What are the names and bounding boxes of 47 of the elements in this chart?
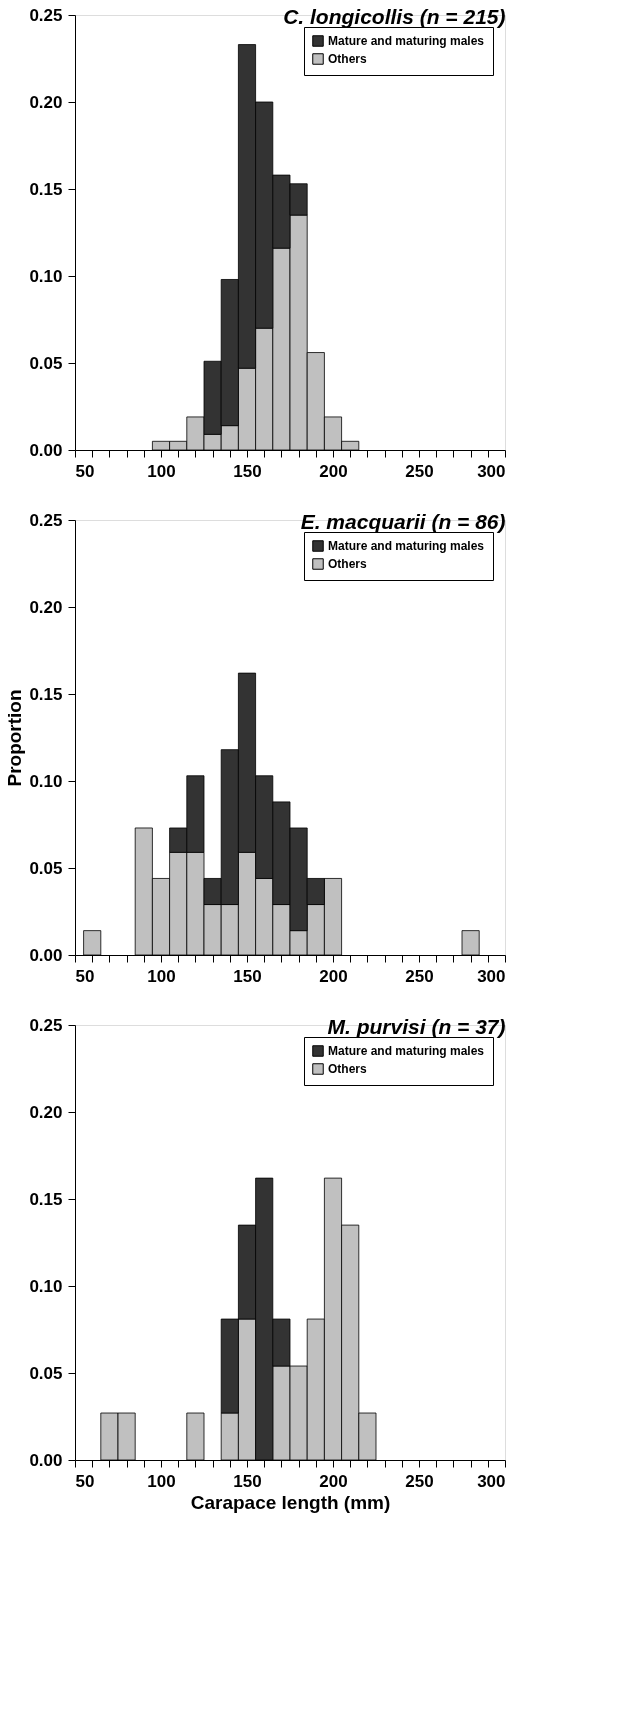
x-tick-label: 200 (319, 966, 348, 986)
y-tick-label: 0.20 (29, 92, 63, 112)
x-tick-label: 250 (405, 461, 434, 481)
y-tick-label: 0.20 (29, 1102, 63, 1122)
legend-label: Mature and maturing males (328, 1044, 485, 1058)
y-tick-label: 0.00 (29, 1450, 63, 1470)
x-tick-label: 200 (319, 1471, 348, 1491)
y-tick-label: 0.25 (29, 5, 63, 25)
x-tick-label: 250 (405, 966, 434, 986)
x-tick-label: 50 (75, 1471, 95, 1491)
x-tick-label: 300 (477, 1471, 506, 1491)
x-tick-label: 150 (233, 1471, 262, 1491)
y-axis-title: Proportion (4, 689, 26, 787)
y-tick-label: 0.25 (29, 1015, 63, 1035)
y-tick-label: 0.10 (29, 771, 63, 791)
x-tick-label: 300 (477, 461, 506, 481)
legend-label: Mature and maturing males (328, 34, 485, 48)
x-tick-label: 100 (147, 1471, 176, 1491)
y-tick-label: 0.10 (29, 266, 63, 286)
y-tick-label: 0.05 (29, 353, 63, 373)
x-tick-label: 250 (405, 1471, 434, 1491)
y-tick-label: 0.20 (29, 597, 63, 617)
x-axis-title: Carapace length (mm) (190, 1491, 391, 1513)
chart-title: C. longicollis (n = 215) (283, 5, 506, 28)
y-tick-label: 0.15 (29, 1189, 63, 1209)
y-tick-label: 0.00 (29, 945, 63, 965)
x-tick-label: 200 (319, 461, 348, 481)
y-tick-label: 0.10 (29, 1276, 63, 1296)
legend-label: Others (328, 557, 367, 571)
x-tick-label: 50 (75, 461, 95, 481)
chart-title: M. purvisi (n = 37) (327, 1015, 506, 1038)
y-tick-label: 0.05 (29, 858, 63, 878)
y-tick-label: 0.25 (29, 510, 63, 530)
x-tick-label: 150 (233, 461, 262, 481)
x-tick-label: 100 (147, 461, 176, 481)
y-tick-label: 0.15 (29, 684, 63, 704)
y-tick-label: 0.05 (29, 1363, 63, 1383)
y-tick-label: 0.00 (29, 440, 63, 460)
x-tick-label: 300 (477, 966, 506, 986)
legend-label: Others (328, 52, 367, 66)
chart-title: E. macquarii (n = 86) (300, 510, 506, 533)
x-tick-label: 50 (75, 966, 95, 986)
legend-label: Mature and maturing males (328, 539, 485, 553)
y-tick-label: 0.15 (29, 179, 63, 199)
x-tick-label: 150 (233, 966, 262, 986)
x-tick-label: 100 (147, 966, 176, 986)
legend-label: Others (328, 1062, 367, 1076)
